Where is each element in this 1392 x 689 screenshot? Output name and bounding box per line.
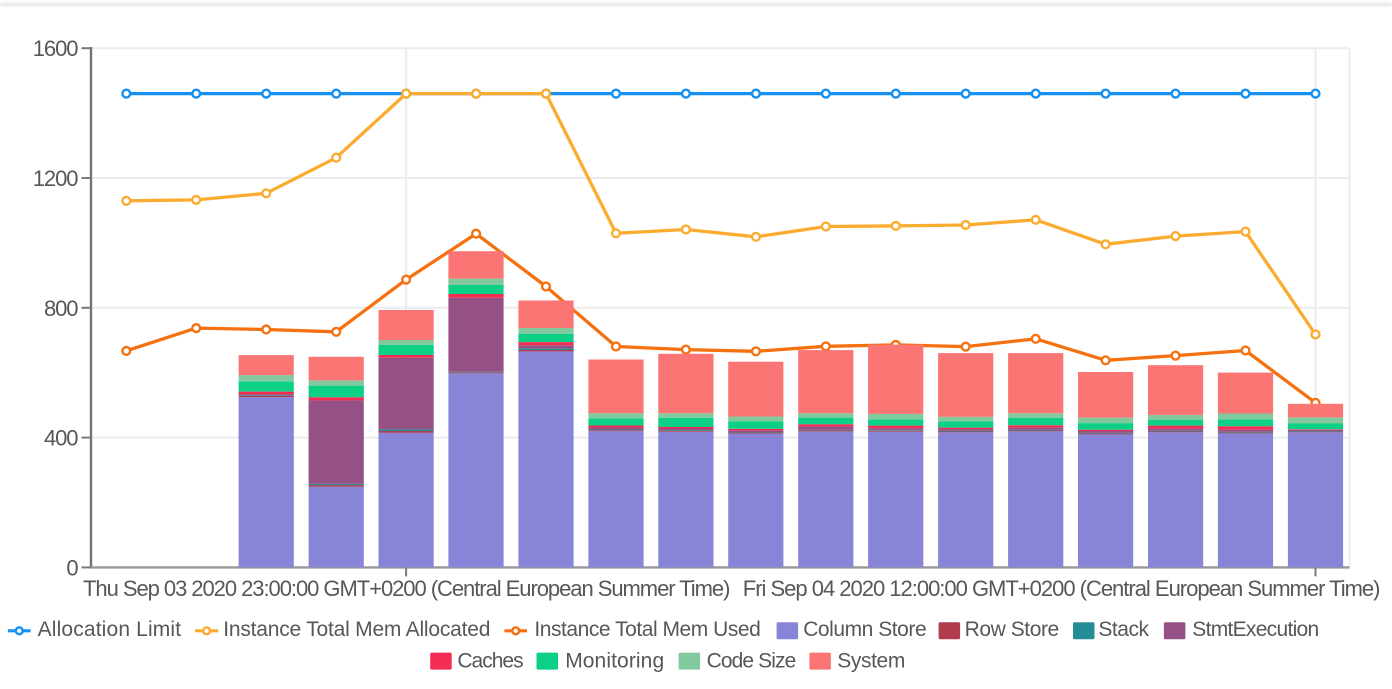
svg-text:Monitoring: Monitoring (565, 650, 664, 673)
svg-text:Stack: Stack (1098, 618, 1149, 641)
svg-text:System: System (837, 650, 905, 673)
svg-text:Thu Sep 03 2020 23:00:00 GMT+0: Thu Sep 03 2020 23:00:00 GMT+0200 (Centr… (83, 576, 729, 601)
svg-text:Allocation Limit: Allocation Limit (38, 618, 182, 641)
svg-text:Column Store: Column Store (803, 618, 926, 641)
svg-text:Fri Sep 04 2020 12:00:00 GMT+0: Fri Sep 04 2020 12:00:00 GMT+0200 (Centr… (743, 576, 1380, 601)
svg-text:Instance Total Mem Used: Instance Total Mem Used (534, 618, 760, 641)
svg-text:Caches: Caches (457, 650, 523, 673)
svg-text:0: 0 (66, 555, 78, 580)
svg-text:Code Size: Code Size (707, 650, 796, 673)
svg-text:1600: 1600 (33, 36, 79, 61)
svg-text:Row Store: Row Store (965, 618, 1059, 641)
svg-text:800: 800 (44, 296, 78, 321)
svg-text:Instance Total Mem Allocated: Instance Total Mem Allocated (223, 618, 490, 641)
svg-text:400: 400 (44, 426, 78, 451)
svg-text:StmtExecution: StmtExecution (1192, 618, 1318, 641)
svg-text:1200: 1200 (33, 166, 79, 191)
